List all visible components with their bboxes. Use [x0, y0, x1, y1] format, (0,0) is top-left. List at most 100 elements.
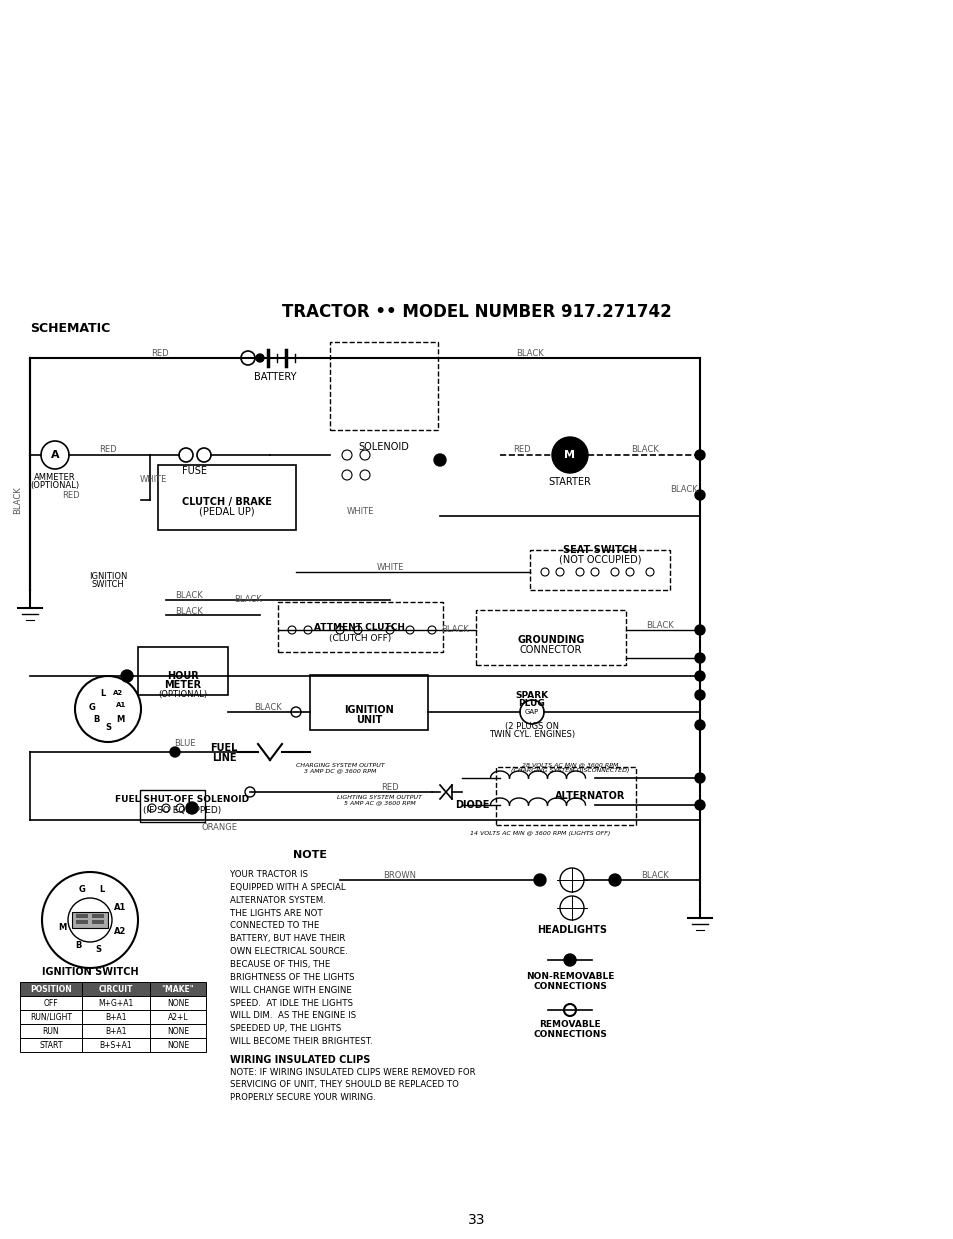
Bar [476, 610, 625, 665]
Text: OFF: OFF [44, 999, 58, 1007]
Text: IGNITION: IGNITION [89, 572, 127, 581]
Text: CONNECTOR: CONNECTOR [519, 646, 581, 655]
Bar [330, 342, 437, 430]
Circle shape [186, 802, 198, 814]
Bar [20, 1023, 82, 1038]
Text: (2 PLUGS ON: (2 PLUGS ON [504, 721, 558, 731]
Text: IGNITION: IGNITION [344, 705, 394, 715]
Bar [140, 790, 205, 821]
Circle shape [563, 954, 576, 966]
Text: M: M [58, 923, 66, 933]
Text: BLACK: BLACK [13, 486, 22, 514]
Text: NONE: NONE [167, 999, 189, 1007]
Text: POSITION: POSITION [30, 985, 71, 994]
Text: DIODE: DIODE [455, 800, 489, 810]
Text: B+S+A1: B+S+A1 [99, 1041, 132, 1049]
Text: CHARGING SYSTEM OUTPUT
3 AMP DC @ 3600 RPM: CHARGING SYSTEM OUTPUT 3 AMP DC @ 3600 R… [295, 762, 384, 773]
Bar [20, 1038, 82, 1052]
Text: WHITE: WHITE [140, 476, 167, 484]
Text: CONNECTIONS: CONNECTIONS [533, 983, 606, 991]
Text: BATTERY: BATTERY [253, 372, 296, 382]
Text: LIGHTING SYSTEM OUTPUT
5 AMP AC @ 3600 RPM: LIGHTING SYSTEM OUTPUT 5 AMP AC @ 3600 R… [337, 794, 422, 805]
Circle shape [121, 670, 132, 681]
Text: HEADLIGHTS: HEADLIGHTS [537, 926, 606, 935]
Text: S: S [95, 945, 101, 954]
Text: G: G [78, 886, 86, 895]
Bar [71, 912, 108, 928]
Circle shape [695, 672, 704, 681]
Text: L: L [100, 689, 106, 699]
Bar [82, 983, 150, 996]
Text: ORANGE: ORANGE [202, 824, 237, 833]
Bar [76, 921, 88, 924]
Bar [310, 675, 428, 730]
Text: PLUG: PLUG [518, 700, 545, 709]
Bar [150, 983, 206, 996]
Text: 28 VOLTS AC MIN @ 3600 RPM
(CHARGING SYSTEM DISCONNECTED): 28 VOLTS AC MIN @ 3600 RPM (CHARGING SYS… [510, 762, 629, 773]
Bar [91, 921, 104, 924]
Text: A: A [51, 450, 59, 460]
Bar [20, 996, 82, 1010]
Bar [82, 1038, 150, 1052]
Circle shape [695, 450, 704, 460]
Text: RED: RED [381, 783, 398, 793]
Text: METER: METER [164, 680, 201, 690]
Text: (IF SO EQUIPPED): (IF SO EQUIPPED) [143, 805, 221, 814]
Text: CLUTCH / BRAKE: CLUTCH / BRAKE [182, 497, 272, 507]
Text: HOUR: HOUR [167, 672, 198, 681]
Text: L: L [99, 886, 105, 895]
Text: SPARK: SPARK [515, 690, 548, 700]
Text: BLACK: BLACK [640, 871, 668, 880]
Text: REMOVABLE: REMOVABLE [538, 1020, 600, 1030]
Text: SEAT SWITCH: SEAT SWITCH [562, 545, 637, 555]
Text: SOLENOID: SOLENOID [358, 442, 409, 452]
Text: B+A1: B+A1 [105, 1026, 127, 1036]
Text: RED: RED [62, 492, 80, 501]
Text: NON-REMOVABLE: NON-REMOVABLE [525, 973, 614, 981]
Text: BLACK: BLACK [253, 704, 281, 712]
Text: RUN/LIGHT: RUN/LIGHT [30, 1012, 71, 1021]
Text: M: M [115, 715, 124, 724]
Text: BLACK: BLACK [174, 607, 203, 616]
Bar [138, 647, 228, 695]
Bar [150, 1010, 206, 1023]
Circle shape [695, 720, 704, 730]
Text: FUEL: FUEL [210, 743, 237, 753]
Circle shape [695, 773, 704, 783]
Text: A2: A2 [113, 928, 126, 937]
Text: RED: RED [99, 446, 116, 455]
Circle shape [534, 873, 545, 886]
Bar [76, 914, 88, 918]
Text: WHITE: WHITE [375, 564, 403, 572]
Text: FUSE: FUSE [182, 466, 208, 476]
Text: AMMETER: AMMETER [34, 473, 75, 482]
Bar [82, 1010, 150, 1023]
Text: M: M [564, 450, 575, 460]
Text: RED: RED [513, 446, 530, 455]
Text: SWITCH: SWITCH [91, 580, 124, 589]
Text: BLACK: BLACK [516, 349, 543, 358]
Circle shape [434, 453, 446, 466]
Text: GAP: GAP [524, 709, 538, 715]
Bar [20, 1010, 82, 1023]
Text: STARTER: STARTER [548, 477, 591, 487]
Text: "MAKE": "MAKE" [161, 985, 194, 994]
Text: START: START [39, 1041, 63, 1049]
Bar [82, 1023, 150, 1038]
Text: FUEL SHUT-OFF SOLENOID: FUEL SHUT-OFF SOLENOID [114, 795, 249, 804]
Bar [530, 550, 669, 590]
Circle shape [170, 747, 180, 757]
Text: SCHEMATIC: SCHEMATIC [30, 321, 111, 335]
Text: BLACK: BLACK [233, 596, 262, 605]
Bar [150, 1023, 206, 1038]
Text: BROWN: BROWN [383, 871, 416, 880]
Circle shape [695, 690, 704, 700]
Circle shape [552, 437, 587, 473]
Text: IGNITION SWITCH: IGNITION SWITCH [42, 966, 138, 978]
Text: A2: A2 [112, 690, 123, 696]
Text: BLACK: BLACK [440, 626, 468, 634]
Text: BLACK: BLACK [645, 621, 673, 629]
Circle shape [695, 624, 704, 636]
Text: (OPTIONAL): (OPTIONAL) [30, 481, 79, 489]
Text: S: S [105, 722, 111, 731]
